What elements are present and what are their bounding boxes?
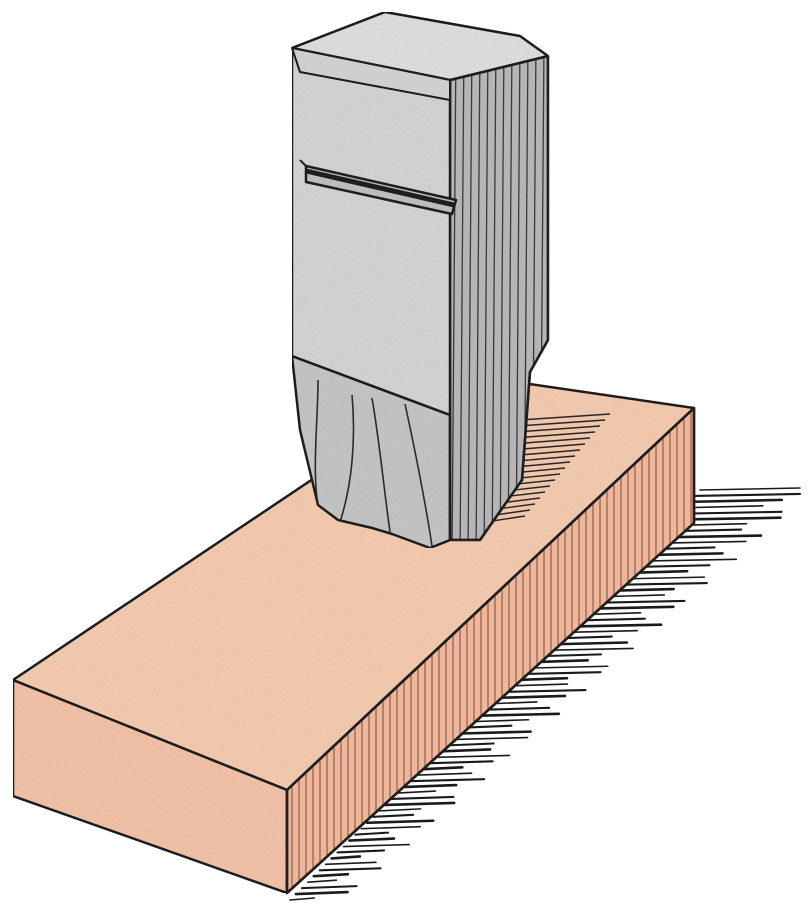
shadow-hatch [479,706,551,711]
shadow-hatch [318,867,382,872]
shadow-hatch [360,825,422,830]
shadow-hatch [514,671,602,676]
stone-side-stripe [483,56,489,540]
top-shadow-hatch [515,425,601,433]
stone-sculpture [290,10,550,550]
stone-side-stripe [507,56,513,540]
top-shadow-hatch [513,431,596,439]
shadow-hatch [294,890,349,896]
shadow-hatch [413,772,473,777]
shadow-hatch [383,801,456,807]
shadow-hatch [472,712,561,718]
stone-side-stripe [451,56,457,540]
shadow-hatch [437,748,492,753]
shadow-hatch [307,879,338,883]
stone-side-stripe [475,56,481,540]
shadow-hatch [431,754,511,759]
shadow-hatch [372,813,415,818]
shadow-hatch [396,790,437,794]
stone-foot-folds [314,379,433,547]
shadow-hatch [289,897,316,901]
shadow-hatch [496,688,587,694]
stone-side-stripe [491,56,497,540]
shadow-hatch [342,843,411,848]
shadow-hatch [681,505,764,509]
shadow-hatch [490,694,567,700]
stone-side-stripe [499,56,505,540]
shadow-hatch [378,808,422,812]
stone-side-stripe [459,56,465,540]
shadow-hatch [389,795,455,801]
shadow-hatch [419,765,464,771]
shadow-hatch [401,783,458,789]
shadow-hatch [354,831,390,836]
shadow-hatch [348,837,396,842]
stone-front-face [290,46,452,417]
top-shadow-hatch [517,419,606,427]
shadow-hatch [425,760,494,765]
shadow-hatch [686,498,784,504]
shadow-hatch [467,718,530,723]
shadow-hatch [336,849,386,854]
shadow-hatch [324,861,377,866]
shadow-hatch [330,855,362,860]
top-shadow-hatch [519,413,611,421]
shadow-hatch [455,730,532,735]
shadow-hatch [300,885,358,890]
shadow-hatch [407,778,486,783]
shadow-hatch [449,736,529,741]
shadow-hatch [443,742,495,747]
shadow-hatch [365,819,435,825]
shadow-hatch [693,492,802,497]
shadow-hatch [312,872,350,878]
stone-top-bevel [291,47,451,101]
stone-side-stripe [515,56,521,540]
stone-side-stripe [467,56,473,540]
shadow-hatch [699,487,801,491]
